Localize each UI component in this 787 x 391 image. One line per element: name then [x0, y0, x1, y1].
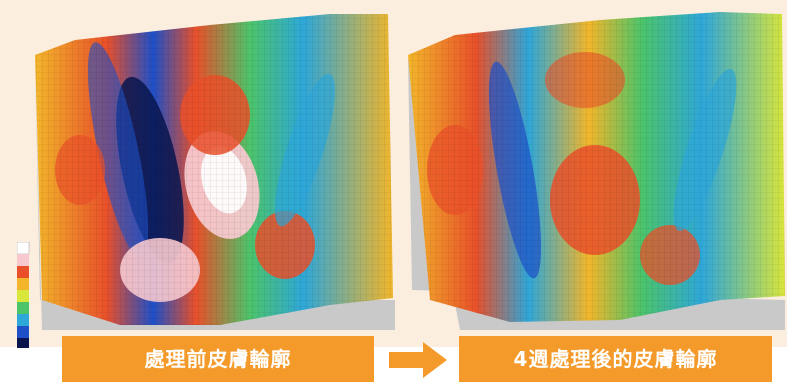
skin-profile-before-surface: [35, 14, 395, 330]
right-arrow-icon: [389, 342, 447, 378]
after-label: 4週處理後的皮膚輪廓: [459, 336, 772, 382]
before-label: 處理前皮膚輪廓: [62, 336, 374, 382]
surface-base: [408, 58, 785, 330]
color-scale-bar: [17, 242, 30, 348]
skin-profile-after-surface: [408, 12, 785, 330]
